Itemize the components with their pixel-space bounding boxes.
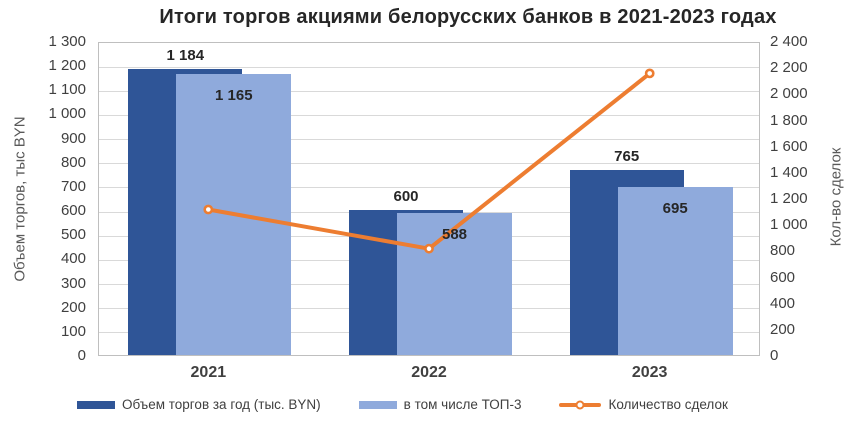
y-axis-tick-label: 900 — [60, 129, 86, 147]
y-axis-tick-label: 1 200 — [48, 57, 86, 75]
chart-legend: Объем торгов за год (тыс. BYN) в том числ… — [77, 397, 728, 412]
x-axis-label-2023: 2023 — [631, 364, 668, 381]
legend-line-dot — [575, 400, 585, 409]
x-axis-label-2021: 2021 — [190, 364, 227, 381]
y2-axis-tick-label: 200 — [770, 320, 796, 338]
y2-axis-tick-label: 2 400 — [770, 33, 808, 50]
y2-axis-tick-label: 1 400 — [770, 163, 808, 181]
y2-axis-tick-label: 600 — [770, 268, 796, 286]
data-label-series2-2021: 1 165 — [215, 86, 253, 104]
y-axis-tick-label: 700 — [60, 177, 86, 195]
y-axis-tick-label: 1 300 — [48, 33, 86, 50]
y-axis-tick-label: 600 — [60, 202, 86, 220]
x-axis-label-2022: 2022 — [411, 364, 447, 381]
legend-label: Количество сделок — [608, 397, 728, 412]
y2-axis-tick-label: 1 000 — [770, 216, 808, 234]
y-axis-tick-label: 400 — [60, 250, 86, 268]
chart-title: Итоги торгов акциями белорусских банков … — [159, 6, 777, 28]
y2-axis-tick-label: 1 800 — [770, 111, 808, 129]
y-axis-tick-label: 100 — [60, 322, 86, 340]
legend-label: Объем торгов за год (тыс. BYN) — [122, 397, 321, 412]
y2-axis-tick-label: 400 — [770, 294, 796, 312]
data-label-series1-2023: 765 — [614, 148, 640, 166]
data-label-series2-2022: 588 — [441, 225, 468, 243]
legend-label: в том числе ТОП-3 — [403, 397, 522, 412]
y2-axis-tick-label: 1 600 — [770, 137, 808, 155]
y2-axis-tick-label: 1 200 — [770, 190, 808, 207]
legend-bar-swatch-icon — [358, 400, 397, 409]
legend-item-bar: Объем торгов за год (тыс. BYN) — [77, 397, 321, 412]
y-axis-tick-label: 500 — [60, 226, 86, 244]
y-gridline — [99, 66, 759, 68]
legend-item-bar: в том числе ТОП-3 — [358, 397, 522, 412]
y-axis-tick-label: 800 — [60, 153, 86, 171]
y-axis-tick-label: 300 — [60, 274, 86, 292]
data-label-series1-2021: 1 184 — [166, 47, 205, 65]
y2-axis-tick-label: 800 — [770, 242, 796, 260]
y-axis-tick-label: 1 000 — [48, 105, 86, 123]
y-axis-tick-label: 0 — [77, 347, 86, 364]
legend-item-line: Количество сделок — [559, 397, 728, 412]
legend-line-marker-icon — [559, 400, 602, 410]
y2-axis-tick-label: 2 200 — [770, 59, 808, 77]
data-label-series2-2023: 695 — [662, 200, 688, 218]
y2-axis-tick-label: 0 — [770, 347, 779, 364]
data-label-series1-2022: 600 — [393, 188, 419, 206]
y-axis-tick-label: 200 — [60, 298, 86, 316]
legend-bar-swatch-icon — [77, 400, 115, 409]
y2-axis-tick-label: 2 000 — [770, 85, 808, 103]
bar-в-том-числе-топ-3-2021 — [176, 73, 292, 355]
left-axis-title: Объем торгов, тыс BYN — [11, 116, 29, 282]
y-axis-tick-label: 1 100 — [48, 81, 86, 99]
plot-area: 1 184 1 165 600 588 765 695 — [98, 42, 760, 356]
